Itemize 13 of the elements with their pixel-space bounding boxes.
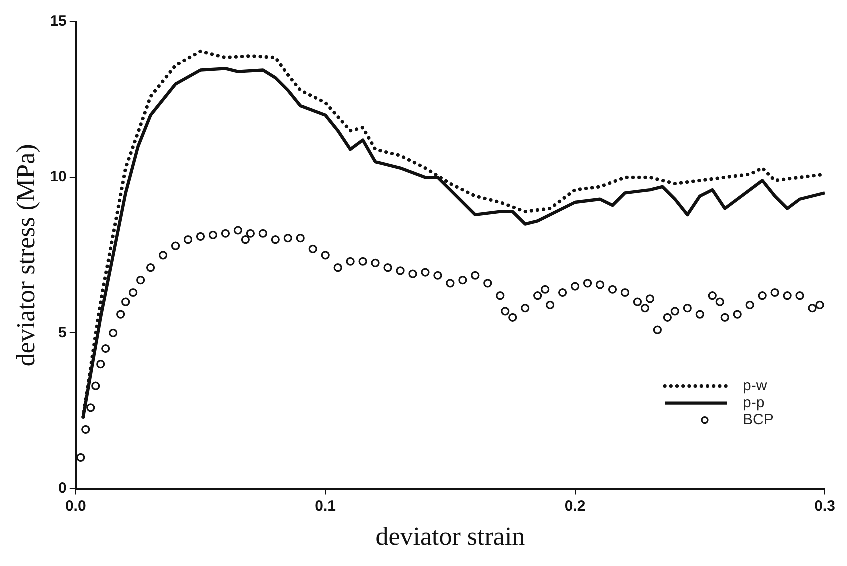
x-tick-label: 0.3 <box>814 498 836 515</box>
x-tick-label: 0.0 <box>65 498 86 515</box>
legend-label: p-p <box>743 394 765 412</box>
legend-label: BCP <box>743 411 774 428</box>
y-tick-label: 15 <box>50 13 67 30</box>
y-tick-label: 5 <box>58 324 67 342</box>
y-tick-label: 0 <box>58 480 67 497</box>
x-tick-label: 0.1 <box>315 498 336 515</box>
y-tick-label: 10 <box>50 168 67 186</box>
x-axis-title: deviator strain <box>376 522 526 552</box>
y-axis-title: deviator stress (MPa) <box>11 144 40 367</box>
legend-label: p-w <box>743 377 768 394</box>
x-tick-label: 0.2 <box>564 498 586 515</box>
